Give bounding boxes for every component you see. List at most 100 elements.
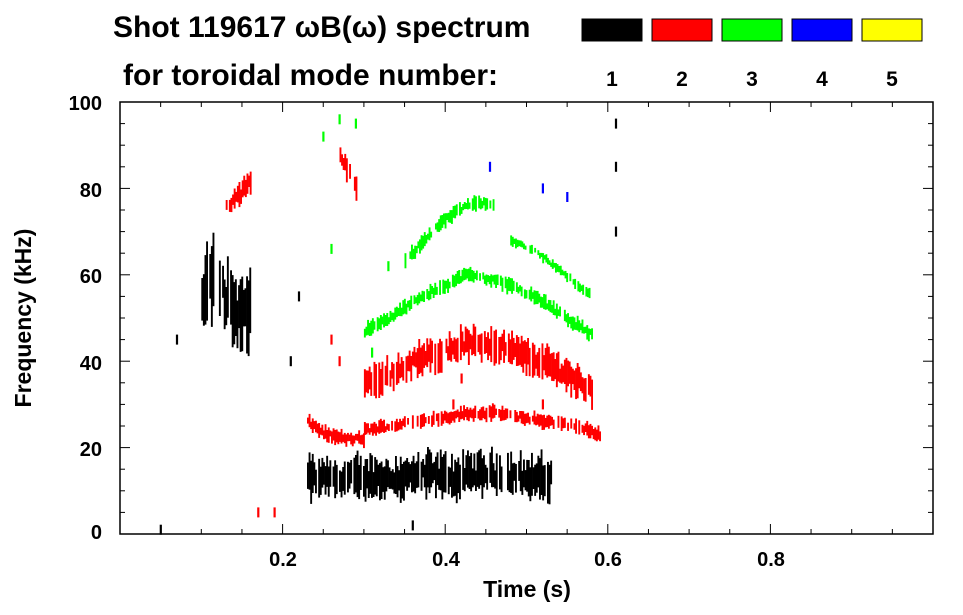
- band-cell: [202, 274, 205, 326]
- band-cell: [228, 199, 231, 212]
- band-cell: [223, 279, 226, 330]
- band-cell: [499, 409, 502, 422]
- band-cell: [542, 465, 545, 501]
- band-cell: [238, 182, 241, 208]
- band-cell: [376, 426, 379, 433]
- chart-subtitle: for toroidal mode number:: [123, 59, 498, 92]
- band-cell: [379, 315, 382, 330]
- band-cell: [567, 313, 569, 328]
- band-cell: [434, 343, 437, 376]
- band-cell: [482, 272, 485, 280]
- band-cell: [517, 337, 520, 366]
- band-cell: [383, 313, 385, 328]
- band-cell: [494, 470, 497, 489]
- band-cell: [550, 262, 553, 267]
- band-cell: [378, 362, 381, 398]
- band-cell: [553, 262, 556, 268]
- band-cell: [461, 411, 464, 419]
- band-cell: [431, 415, 433, 427]
- band-cell: [370, 423, 373, 433]
- band-cell: [559, 265, 562, 276]
- band-cell: [468, 456, 471, 489]
- band-cell: [581, 319, 584, 334]
- band-cell: [467, 450, 469, 488]
- band-cell: [552, 300, 555, 315]
- band-cell: [565, 314, 568, 323]
- band-cell: [399, 418, 401, 430]
- band-cell: [311, 453, 314, 493]
- band-cell: [400, 357, 403, 378]
- band-cell: [340, 428, 343, 444]
- band-cell: [440, 411, 443, 426]
- band-cell: [510, 235, 513, 246]
- band-cell: [563, 309, 566, 322]
- band-cell: [450, 338, 453, 362]
- band-cell: [434, 282, 437, 295]
- band-cell: [495, 453, 498, 496]
- band-cell: [550, 460, 553, 485]
- band-cell: [381, 361, 384, 396]
- band-cell: [404, 460, 407, 487]
- band-cell: [443, 454, 445, 493]
- band-cell: [477, 334, 480, 353]
- band-cell: [587, 425, 590, 439]
- band-cell: [509, 410, 512, 419]
- band-cell: [563, 417, 566, 428]
- band-cell: [583, 378, 585, 401]
- band-cell: [503, 329, 505, 363]
- band-cell: [401, 464, 404, 499]
- band-cell: [210, 246, 213, 327]
- band-cell: [452, 471, 455, 497]
- band-cell: [520, 335, 523, 367]
- band-cell: [530, 286, 533, 302]
- band-cell: [332, 466, 335, 487]
- band-cell: [431, 286, 433, 294]
- band-cell: [398, 470, 401, 491]
- band-cell: [532, 467, 535, 489]
- band-cell: [423, 343, 425, 368]
- band-cell: [491, 446, 493, 488]
- band-cell: [587, 374, 590, 395]
- spot-n=1-2: [614, 226, 618, 237]
- band-cell: [484, 464, 487, 484]
- band-cell: [479, 409, 481, 421]
- band-cell: [402, 418, 405, 426]
- spot-n=3-5: [371, 347, 374, 358]
- band-cell: [373, 321, 376, 330]
- band-cell: [555, 353, 558, 388]
- band-cell: [474, 405, 477, 418]
- band-cell: [310, 421, 313, 430]
- band-cell: [403, 416, 406, 428]
- band-cell: [443, 213, 445, 225]
- band-cell: [535, 290, 537, 305]
- band-cell: [443, 410, 446, 421]
- band-cell: [579, 283, 581, 293]
- band-cell: [387, 317, 390, 325]
- band-cell: [321, 457, 324, 488]
- band-cell: [448, 281, 451, 289]
- band-cell: [508, 470, 511, 493]
- band-cell: [459, 202, 461, 216]
- band-cell: [378, 318, 381, 330]
- band-cell: [557, 415, 560, 428]
- band-cell: [481, 458, 484, 499]
- band-cell: [367, 423, 369, 433]
- legend-label-5: 5: [886, 68, 898, 91]
- band-cell: [359, 435, 362, 445]
- band-cell: [374, 457, 377, 495]
- band-cell: [519, 240, 522, 247]
- band-cell: [547, 461, 549, 504]
- band-cell: [510, 451, 513, 493]
- band-cell: [379, 369, 382, 395]
- band-cell: [423, 291, 425, 302]
- band-cell: [391, 420, 393, 431]
- band-cell: [371, 455, 373, 498]
- spot-n=2-2: [257, 507, 260, 518]
- band-cell: [451, 453, 453, 498]
- spot-n=2-5: [541, 399, 544, 410]
- spot-n=2-4: [452, 399, 455, 410]
- band-cell: [364, 459, 367, 502]
- band-cell: [451, 274, 454, 287]
- band-cell: [427, 447, 429, 488]
- band-cell: [313, 462, 316, 486]
